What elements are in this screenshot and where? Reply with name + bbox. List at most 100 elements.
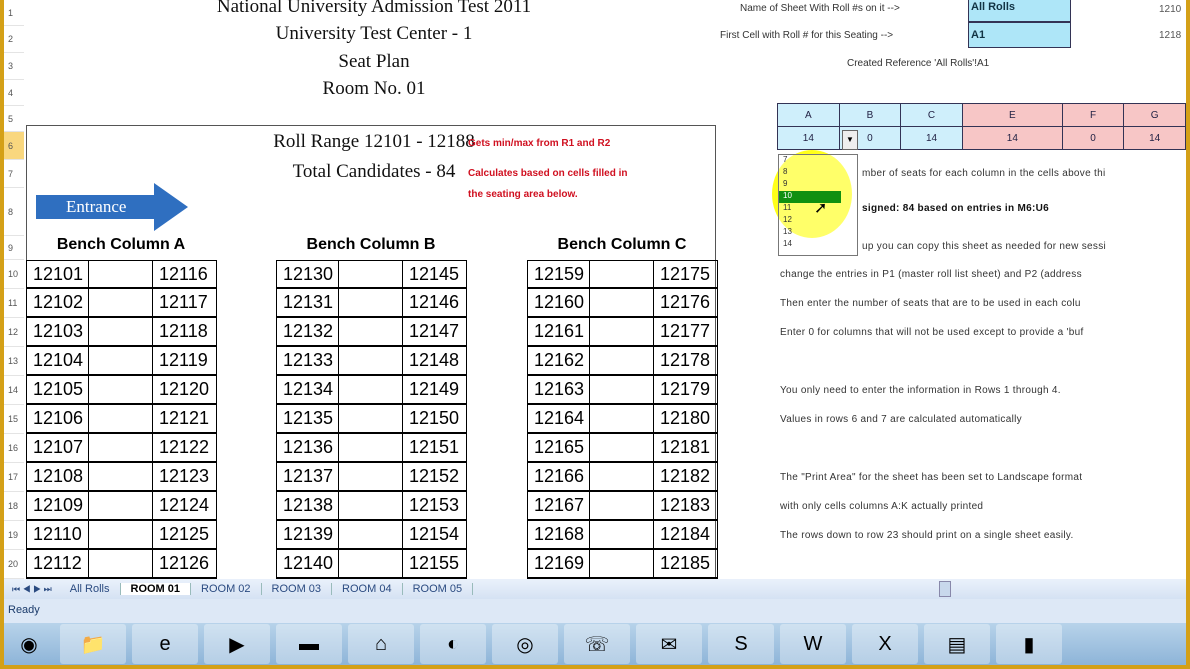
row-header[interactable]: 2: [4, 26, 24, 53]
seat-cell[interactable]: 12151: [409, 437, 460, 457]
seat-cell[interactable]: 12105: [27, 376, 89, 403]
word-icon[interactable]: W: [780, 624, 846, 664]
empty-cell[interactable]: [339, 318, 403, 345]
seat-cell[interactable]: 12119: [159, 350, 208, 370]
seat-cell[interactable]: 12131: [277, 289, 339, 316]
seat-cell[interactable]: 12148: [409, 350, 460, 370]
seat-cell[interactable]: 12125: [159, 524, 210, 544]
seat-cell[interactable]: 12146: [409, 292, 460, 312]
messenger-icon[interactable]: ✉: [636, 624, 702, 664]
row-header[interactable]: 4: [4, 80, 24, 106]
row-header[interactable]: 3: [4, 53, 24, 80]
seat-cell[interactable]: 12167: [528, 492, 590, 519]
seat-count-cell[interactable]: 14: [961, 126, 1063, 150]
seat-cell[interactable]: 12112: [27, 550, 89, 577]
row-header[interactable]: 13: [4, 347, 24, 376]
empty-cell[interactable]: [339, 347, 403, 374]
empty-cell[interactable]: [339, 463, 403, 490]
empty-cell[interactable]: [590, 550, 654, 577]
seat-cell[interactable]: 12180: [660, 408, 711, 428]
row-header[interactable]: 17: [4, 463, 24, 492]
chrome-icon[interactable]: ◎: [492, 624, 558, 664]
seat-cell[interactable]: 12136: [277, 434, 339, 461]
row-header[interactable]: 20: [4, 550, 24, 579]
seat-cell[interactable]: 12108: [27, 463, 89, 490]
seat-cell[interactable]: 12110: [27, 521, 89, 548]
seat-cell[interactable]: 12124: [159, 495, 210, 515]
seat-cell[interactable]: 12154: [409, 524, 460, 544]
empty-cell[interactable]: [590, 289, 654, 316]
dropdown-option[interactable]: 8: [783, 167, 788, 176]
empty-cell[interactable]: [89, 318, 153, 345]
seat-cell[interactable]: 12175: [660, 263, 711, 284]
app-icon[interactable]: ▬: [276, 624, 342, 664]
seat-cell[interactable]: 12145: [409, 263, 460, 284]
seat-cell[interactable]: 12165: [528, 434, 590, 461]
row-header[interactable]: 1: [4, 0, 24, 26]
seat-cell[interactable]: 12121: [159, 408, 210, 428]
row-header[interactable]: 14: [4, 376, 24, 405]
row-header[interactable]: 15: [4, 405, 24, 434]
excel-icon[interactable]: X: [852, 624, 918, 664]
seat-cell[interactable]: 12149: [409, 379, 460, 399]
seat-cell[interactable]: 12133: [277, 347, 339, 374]
empty-cell[interactable]: [89, 492, 153, 519]
seat-cell[interactable]: 12103: [27, 318, 89, 345]
first-cell-input[interactable]: A1: [968, 22, 1071, 48]
empty-cell[interactable]: [590, 434, 654, 461]
firefox-icon[interactable]: ◐: [420, 624, 486, 664]
empty-cell[interactable]: [339, 521, 403, 548]
dropdown-option[interactable]: 11: [783, 203, 792, 212]
empty-cell[interactable]: [590, 492, 654, 519]
seat-cell[interactable]: 12159: [528, 261, 590, 287]
app-green-icon[interactable]: ▤: [924, 624, 990, 664]
seat-cell[interactable]: 12116: [159, 263, 208, 284]
row-header[interactable]: 5: [4, 106, 24, 132]
empty-cell[interactable]: [89, 463, 153, 490]
empty-cell[interactable]: [89, 261, 153, 287]
empty-cell[interactable]: [339, 376, 403, 403]
dropdown-list[interactable]: 7 8 9 10 11 12 13 14: [778, 154, 858, 256]
seat-cell[interactable]: 12101: [27, 261, 89, 287]
dropdown-option[interactable]: 7: [783, 155, 788, 164]
start-orb-icon[interactable]: ◉: [20, 633, 38, 656]
empty-cell[interactable]: [339, 261, 403, 287]
row-header[interactable]: 8: [4, 188, 24, 236]
tab-room-02[interactable]: ROOM 02: [191, 583, 262, 595]
dropdown-option[interactable]: 14: [783, 239, 792, 248]
seat-cell[interactable]: 12166: [528, 463, 590, 490]
empty-cell[interactable]: [590, 521, 654, 548]
seat-cell[interactable]: 12139: [277, 521, 339, 548]
row-header[interactable]: 16: [4, 434, 24, 463]
empty-cell[interactable]: [89, 347, 153, 374]
empty-cell[interactable]: [590, 376, 654, 403]
camera-icon[interactable]: ▮: [996, 624, 1062, 664]
empty-cell[interactable]: [590, 463, 654, 490]
seat-cell[interactable]: 12155: [409, 553, 460, 573]
empty-cell[interactable]: [339, 405, 403, 432]
seat-cell[interactable]: 12164: [528, 405, 590, 432]
seat-cell[interactable]: 12163: [528, 376, 590, 403]
dropdown-option[interactable]: 12: [783, 215, 792, 224]
seat-cell[interactable]: 12178: [660, 350, 711, 370]
tab-all-rolls[interactable]: All Rolls: [60, 583, 121, 595]
seat-cell[interactable]: 12176: [660, 292, 711, 312]
empty-cell[interactable]: [89, 405, 153, 432]
seat-cell[interactable]: 12130: [277, 261, 339, 287]
seat-cell[interactable]: 12160: [528, 289, 590, 316]
seat-cell[interactable]: 12107: [27, 434, 89, 461]
empty-cell[interactable]: [590, 347, 654, 374]
seat-count-cell[interactable]: 14: [1123, 126, 1186, 150]
seat-cell[interactable]: 12102: [27, 289, 89, 316]
seat-cell[interactable]: 12109: [27, 492, 89, 519]
seat-cell[interactable]: 12185: [660, 553, 711, 573]
seat-cell[interactable]: 12106: [27, 405, 89, 432]
tab-room-05[interactable]: ROOM 05: [403, 583, 474, 595]
seat-count-cell[interactable]: 0: [1061, 126, 1125, 150]
row-header[interactable]: 19: [4, 521, 24, 550]
empty-cell[interactable]: [590, 405, 654, 432]
seat-cell[interactable]: 12153: [409, 495, 460, 515]
seat-cell[interactable]: 12135: [277, 405, 339, 432]
seat-cell[interactable]: 12147: [409, 321, 460, 341]
empty-cell[interactable]: [339, 492, 403, 519]
